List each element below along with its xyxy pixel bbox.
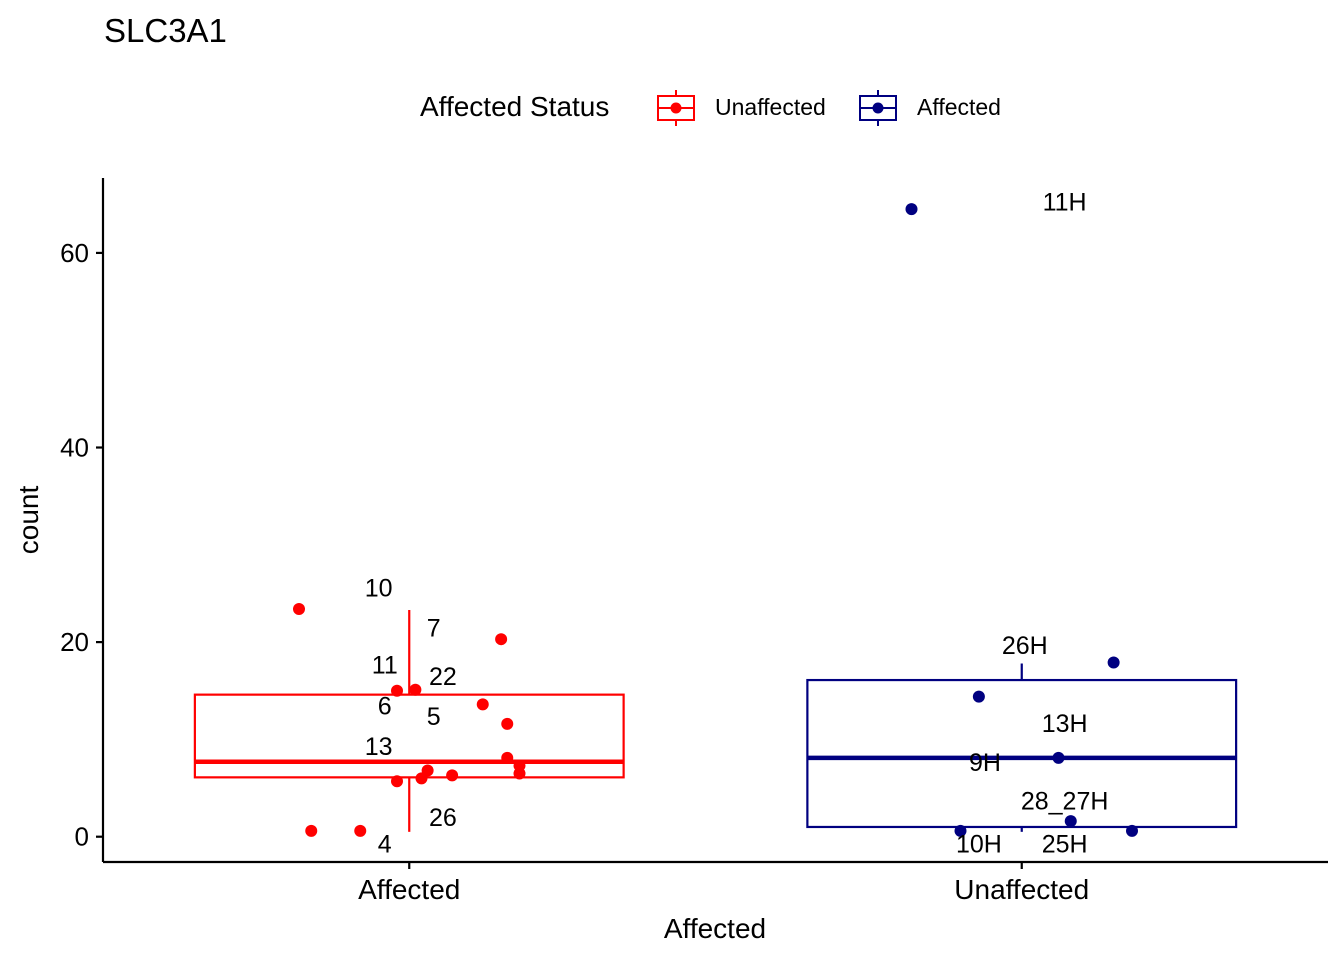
data-point xyxy=(293,603,305,616)
data-points xyxy=(293,203,1138,837)
data-point xyxy=(1107,656,1120,669)
legend-title: Affected Status xyxy=(420,91,610,122)
data-point xyxy=(391,775,403,788)
point-label: 26H xyxy=(1002,632,1048,660)
legend-label-affected: Affected xyxy=(917,94,1001,120)
data-point xyxy=(501,751,514,764)
y-tick-label: 60 xyxy=(60,238,89,268)
point-label: 5 xyxy=(427,703,441,731)
box-iqr xyxy=(806,678,1238,829)
legend-key-affected xyxy=(859,90,897,126)
point-label: 10H xyxy=(956,831,1002,859)
data-point xyxy=(476,698,489,711)
x-tick-label: Unaffected xyxy=(954,874,1089,905)
x-axis-ticks: Affected Unaffected xyxy=(358,862,1089,905)
y-axis-title: count xyxy=(13,486,44,555)
x-axis-title: Affected xyxy=(664,913,766,944)
legend-key-unaffected xyxy=(657,90,695,126)
data-point xyxy=(972,690,985,703)
point-label: 9H xyxy=(969,749,1001,777)
point-labels: 10 7 11 22 6 5 13 26 4 11H 26H 13H 9H 28_27H 10H 25H xyxy=(365,188,1109,858)
data-point xyxy=(513,767,526,780)
point-label: 7 xyxy=(427,615,441,643)
data-point xyxy=(446,769,459,782)
data-point xyxy=(354,824,367,837)
boxplots xyxy=(193,610,1238,832)
y-tick-label: 0 xyxy=(75,822,89,852)
data-point xyxy=(391,684,403,697)
data-point xyxy=(501,717,514,730)
point-label: 26 xyxy=(429,804,457,832)
point-label: 11 xyxy=(372,651,398,679)
point-label: 22 xyxy=(429,663,457,691)
legend-label-unaffected: Unaffected xyxy=(715,94,826,120)
point-label: 11H xyxy=(1043,188,1087,216)
data-point xyxy=(495,633,508,646)
data-point xyxy=(1064,815,1077,828)
y-axis-ticks: 0 20 40 60 xyxy=(60,238,103,852)
data-point xyxy=(1052,751,1065,764)
point-label: 6 xyxy=(378,692,392,720)
data-point xyxy=(1126,824,1138,837)
data-point xyxy=(905,203,918,216)
point-label: 4 xyxy=(378,831,392,859)
data-point xyxy=(415,772,428,785)
data-point xyxy=(409,683,422,696)
point-label: 10 xyxy=(365,575,393,603)
box-iqr xyxy=(193,693,625,779)
y-tick-label: 40 xyxy=(60,433,89,463)
point-label: 28_27H xyxy=(1021,788,1109,816)
data-point xyxy=(305,824,318,837)
point-label: 13H xyxy=(1042,710,1088,738)
y-tick-label: 20 xyxy=(60,627,89,657)
point-label: 13 xyxy=(365,733,393,761)
chart-title: SLC3A1 xyxy=(104,12,227,49)
point-label: 25H xyxy=(1042,831,1088,859)
x-tick-label: Affected xyxy=(358,874,460,905)
data-point xyxy=(954,824,967,837)
